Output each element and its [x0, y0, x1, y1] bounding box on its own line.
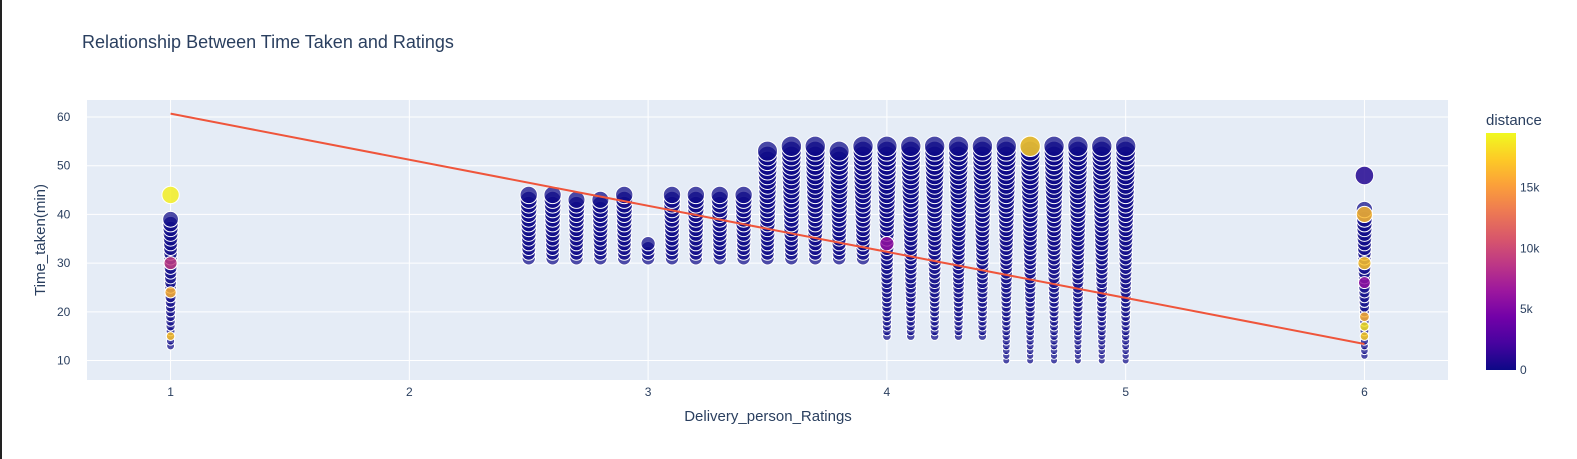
data-point	[710, 185, 729, 205]
y-tick-label: 30	[57, 256, 71, 270]
data-point	[591, 190, 610, 209]
x-tick-label: 1	[167, 385, 174, 399]
data-point	[734, 185, 753, 205]
data-point	[1067, 135, 1089, 157]
data-point	[1354, 165, 1375, 186]
x-tick-label: 3	[645, 385, 652, 399]
data-point	[662, 185, 682, 205]
axis-ticks: 1 2 3 4 5 6 10 20 30 40 50 60	[57, 110, 1368, 399]
data-point	[1359, 331, 1370, 341]
y-tick-label: 40	[57, 207, 71, 221]
chart-title: Relationship Between Time Taken and Rati…	[82, 32, 454, 52]
data-point	[900, 135, 922, 157]
data-point	[1091, 135, 1113, 157]
data-point	[163, 256, 178, 271]
data-point	[1019, 135, 1041, 157]
colorbar-tick-label: 10k	[1520, 241, 1540, 255]
data-point	[947, 135, 970, 157]
data-point	[756, 140, 779, 162]
data-point	[852, 135, 874, 157]
y-tick-label: 10	[57, 354, 71, 368]
data-point	[971, 135, 994, 157]
x-axis-title: Delivery_person_Ratings	[684, 408, 852, 425]
data-point	[1355, 205, 1373, 224]
colorbar-tick-label: 0	[1520, 363, 1527, 377]
data-point	[876, 135, 898, 157]
y-tick-label: 20	[57, 305, 71, 319]
data-point	[923, 135, 946, 157]
x-tick-label: 5	[1122, 385, 1129, 399]
colorbar-scale	[1486, 133, 1516, 370]
data-point	[828, 140, 850, 162]
data-point	[162, 210, 179, 228]
data-point	[780, 135, 803, 157]
data-point	[543, 185, 562, 205]
data-point	[164, 286, 177, 299]
data-point	[640, 236, 656, 252]
data-point	[1359, 311, 1370, 323]
data-point	[686, 185, 706, 205]
data-point	[165, 331, 176, 341]
data-layer	[161, 112, 1375, 365]
data-point	[161, 185, 180, 205]
data-point	[615, 185, 634, 205]
data-point	[804, 135, 826, 157]
colorbar-tick-label: 15k	[1520, 181, 1540, 195]
colorbar-tick-label: 5k	[1520, 302, 1534, 316]
colorbar-title: distance	[1486, 112, 1542, 129]
data-point	[1359, 321, 1370, 332]
y-axis-title: Time_taken(min)	[32, 184, 49, 296]
x-tick-label: 2	[406, 385, 413, 399]
y-tick-label: 50	[57, 159, 71, 173]
data-point	[1357, 276, 1371, 290]
trendline	[170, 112, 1365, 345]
colorbar: 0 5k 10k 15k	[1486, 133, 1540, 377]
x-tick-label: 4	[884, 385, 891, 399]
data-point	[995, 135, 1017, 157]
data-point	[1114, 135, 1137, 157]
x-tick-label: 6	[1361, 385, 1368, 399]
data-point	[1357, 256, 1372, 271]
data-point	[879, 236, 895, 252]
y-tick-label: 60	[57, 110, 71, 124]
data-point	[1043, 135, 1065, 157]
data-point	[519, 185, 538, 205]
